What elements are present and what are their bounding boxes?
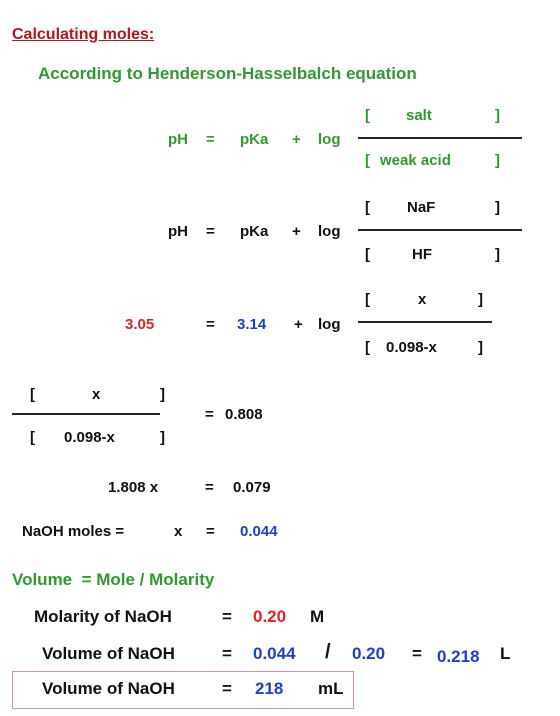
numerator: NaF bbox=[407, 199, 436, 216]
title: Calculating moles: bbox=[12, 26, 155, 43]
fraction-line bbox=[12, 413, 160, 415]
label: Volume of NaOH bbox=[42, 644, 175, 663]
lhs: 3.05 bbox=[125, 316, 155, 333]
bracket: ] bbox=[495, 107, 500, 124]
numerator: salt bbox=[406, 107, 432, 124]
bracket: [ bbox=[365, 199, 370, 216]
term: pKa bbox=[240, 223, 269, 240]
unit: L bbox=[500, 644, 511, 663]
denominator: weak acid bbox=[380, 152, 451, 169]
lhs: 1.808 x bbox=[108, 479, 159, 496]
value: 218 bbox=[255, 679, 284, 698]
equals: = bbox=[206, 523, 215, 540]
rhs: 0.808 bbox=[225, 406, 263, 423]
log: log bbox=[318, 316, 341, 333]
bracket: [ bbox=[365, 339, 370, 356]
bracket: [ bbox=[365, 107, 370, 124]
bracket: ] bbox=[495, 246, 500, 263]
unit: mL bbox=[318, 679, 344, 698]
equals: = bbox=[206, 131, 215, 148]
bracket: ] bbox=[160, 386, 165, 403]
log: log bbox=[318, 223, 341, 240]
equals: = bbox=[205, 406, 214, 423]
equals: = bbox=[206, 316, 215, 333]
result-box bbox=[12, 671, 354, 709]
numerator: x bbox=[92, 386, 101, 403]
term: 3.14 bbox=[237, 316, 267, 333]
bracket: ] bbox=[160, 429, 165, 446]
divide: / bbox=[325, 641, 331, 663]
formula: Volume = Mole / Molarity bbox=[12, 570, 215, 589]
value: 0.218 bbox=[437, 647, 480, 666]
denominator: 0.098-x bbox=[386, 339, 437, 356]
plus: + bbox=[294, 316, 303, 333]
bracket: [ bbox=[30, 429, 35, 446]
bracket: [ bbox=[30, 386, 35, 403]
bracket: [ bbox=[365, 291, 370, 308]
rhs: 0.044 bbox=[240, 523, 278, 540]
equals: = bbox=[412, 644, 422, 663]
plus: + bbox=[292, 223, 301, 240]
bracket: ] bbox=[495, 199, 500, 216]
unit: M bbox=[310, 607, 325, 626]
bracket: [ bbox=[365, 246, 370, 263]
rhs: 0.079 bbox=[233, 479, 271, 496]
bracket: [ bbox=[365, 152, 370, 169]
lhs: pH bbox=[168, 223, 188, 240]
equals: = bbox=[206, 223, 215, 240]
equals: = bbox=[222, 679, 232, 698]
bracket: ] bbox=[478, 291, 483, 308]
fraction-line bbox=[358, 137, 522, 139]
bracket: ] bbox=[478, 339, 483, 356]
lhs: NaOH moles = bbox=[22, 523, 125, 540]
denominator: HF bbox=[412, 246, 432, 263]
numerator: x bbox=[418, 291, 427, 308]
label: Volume of NaOH bbox=[42, 679, 175, 698]
subtitle: According to Henderson-Hasselbalch equat… bbox=[38, 64, 417, 83]
fraction-line bbox=[358, 321, 492, 323]
variable: x bbox=[174, 523, 183, 540]
lhs: pH bbox=[168, 131, 188, 148]
term: pKa bbox=[240, 131, 269, 148]
equals: = bbox=[205, 479, 214, 496]
equals: = bbox=[222, 644, 232, 663]
label: Molarity of NaOH bbox=[34, 607, 172, 626]
bracket: ] bbox=[495, 152, 500, 169]
value: 0.20 bbox=[253, 607, 287, 626]
moles: 0.044 bbox=[253, 644, 296, 663]
denominator: 0.098-x bbox=[64, 429, 115, 446]
fraction-line bbox=[358, 229, 522, 231]
equals: = bbox=[222, 607, 232, 626]
molarity: 0.20 bbox=[352, 644, 386, 663]
plus: + bbox=[292, 131, 301, 148]
log: log bbox=[318, 131, 341, 148]
